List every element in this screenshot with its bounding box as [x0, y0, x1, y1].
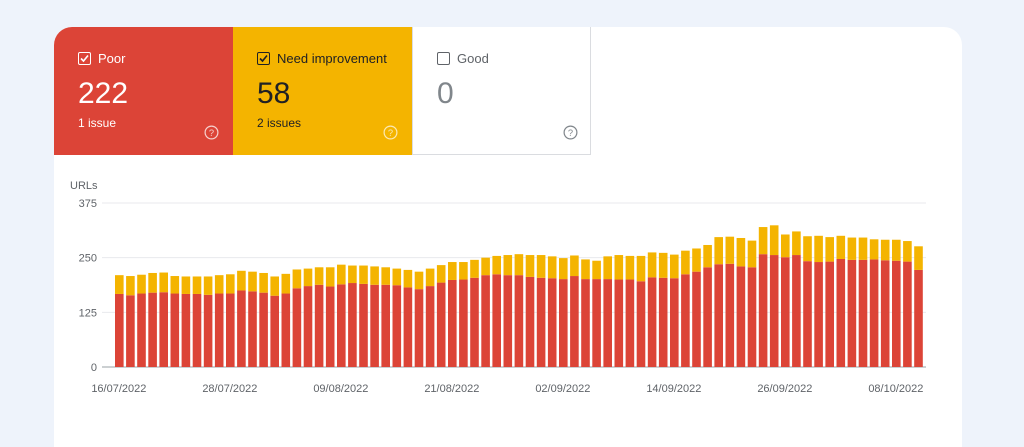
- tile-good[interactable]: Good 0 ?: [412, 27, 591, 155]
- tile-label: Poor: [98, 51, 126, 66]
- good-checkbox[interactable]: [437, 52, 450, 65]
- tile-issues: 2 issues: [257, 116, 302, 130]
- svg-text:?: ?: [209, 128, 214, 138]
- tile-label: Need improvement: [277, 51, 387, 66]
- check-icon: [80, 54, 89, 63]
- need-improvement-checkbox[interactable]: [257, 52, 270, 65]
- svg-text:?: ?: [568, 128, 573, 138]
- help-icon[interactable]: ?: [383, 125, 398, 140]
- svg-text:?: ?: [388, 128, 393, 138]
- tile-need-improvement[interactable]: Need improvement 58 2 issues ?: [233, 27, 412, 155]
- status-tiles: Poor 222 1 issue ? Need improvement 58 2…: [54, 27, 591, 155]
- help-icon[interactable]: ?: [563, 125, 578, 140]
- tile-count: 222: [78, 77, 129, 110]
- tile-count: 0: [437, 77, 454, 110]
- help-icon[interactable]: ?: [204, 125, 219, 140]
- poor-checkbox[interactable]: [78, 52, 91, 65]
- tile-poor[interactable]: Poor 222 1 issue ?: [54, 27, 233, 155]
- check-icon: [259, 54, 268, 63]
- tile-label: Good: [457, 51, 489, 66]
- tile-issues: 1 issue: [78, 116, 117, 130]
- tile-count: 58: [257, 77, 291, 110]
